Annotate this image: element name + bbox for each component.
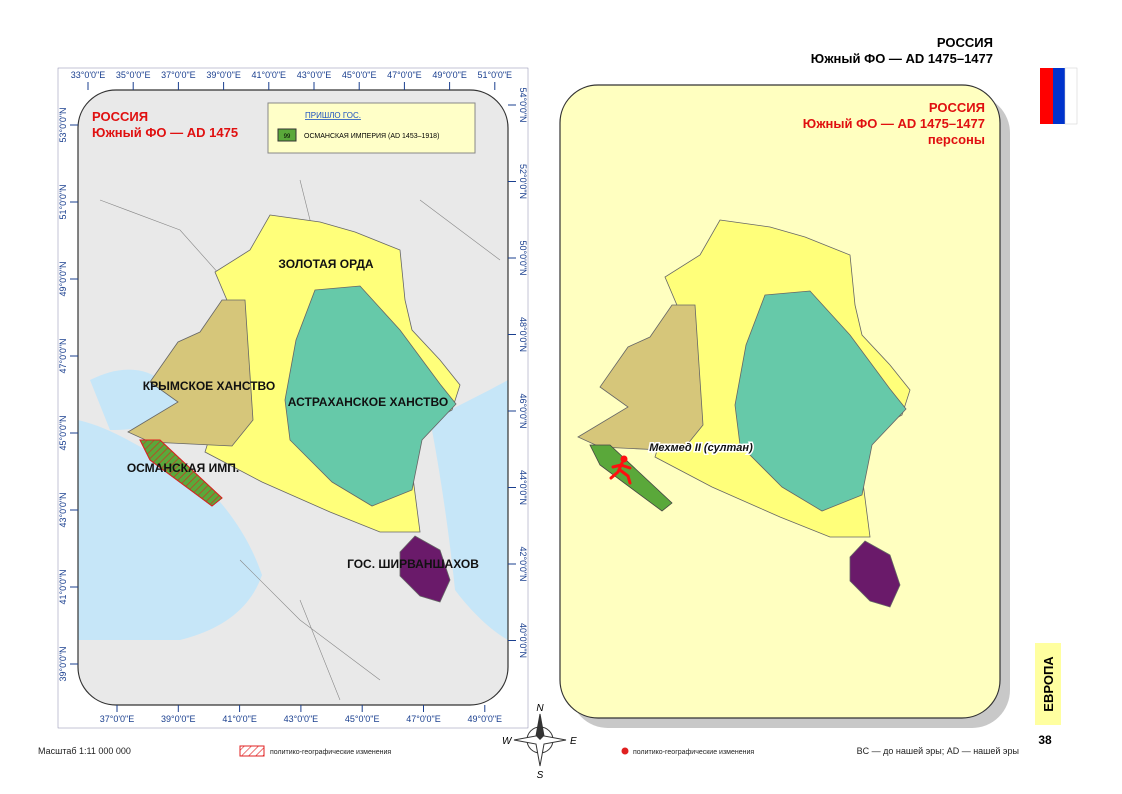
- top-tick-label: 45°0'0"E: [342, 70, 377, 80]
- bottom-tick-label: 47°0'0"E: [406, 714, 441, 724]
- left-tick-label: 53°0'0"N: [58, 107, 68, 142]
- legend-box: [267, 102, 476, 154]
- right-tick-label: 46°0'0"N: [518, 393, 528, 428]
- legend-swatch-label: 99: [284, 134, 291, 140]
- legend-title: ПРИШЛО ГОС.: [305, 111, 361, 120]
- right-map: РОССИЯ Южный ФО — AD 1475–1477 персоны М…: [559, 84, 1010, 728]
- right-tick-label: 50°0'0"N: [518, 240, 528, 275]
- right-map-subtitle: Южный ФО — AD 1475–1477: [803, 116, 985, 131]
- top-tick-label: 33°0'0"E: [71, 70, 106, 80]
- top-tick-label: 51°0'0"E: [478, 70, 513, 80]
- bottom-tick-label: 45°0'0"E: [345, 714, 380, 724]
- left-tick-label: 49°0'0"N: [58, 261, 68, 296]
- era-note: BC — до нашей эры; AD — нашей эры: [857, 746, 1019, 756]
- person-marker[interactable]: [609, 455, 632, 485]
- top-tick-label: 39°0'0"E: [206, 70, 241, 80]
- top-tick-label: 43°0'0"E: [297, 70, 332, 80]
- right-tick-label: 44°0'0"N: [518, 470, 528, 505]
- header-subtitle: Южный ФО — AD 1475–1477: [811, 51, 993, 66]
- coordinate-ticks: 33°0'0"E 35°0'0"E 37°0'0"E 39°0'0"E 41°0'0"E…: [58, 70, 528, 724]
- person-label[interactable]: Мехмед II (султан): [648, 441, 755, 456]
- right-map-subtitle2: персоны: [928, 132, 985, 147]
- top-tick-label: 49°0'0"E: [432, 70, 467, 80]
- side-tab-label: ЕВРОПА: [1041, 656, 1056, 712]
- left-tick-label: 43°0'0"N: [58, 492, 68, 527]
- legend-hatched: политико-географические изменения: [270, 749, 391, 756]
- legend-swatch: [277, 128, 297, 142]
- bottom-tick-label: 41°0'0"E: [222, 714, 257, 724]
- right-map-title: РОССИЯ: [929, 100, 985, 115]
- legend-dot: [621, 747, 629, 755]
- compass-w: W: [502, 736, 513, 747]
- compass-n: N: [536, 703, 544, 714]
- left-tick-label: 45°0'0"N: [58, 415, 68, 450]
- compass-e: E: [570, 736, 577, 747]
- region-label: ОСМАНСКАЯ ИМП.: [127, 461, 239, 475]
- left-map-title: РОССИЯ: [92, 109, 148, 124]
- bottom-tick-label: 49°0'0"E: [468, 714, 503, 724]
- region-label: АСТРАХАНСКОЕ ХАНСТВО: [288, 395, 448, 409]
- right-tick-label: 48°0'0"N: [518, 317, 528, 352]
- right-tick-label: 52°0'0"N: [518, 164, 528, 199]
- bottom-tick-label: 37°0'0"E: [100, 714, 135, 724]
- left-tick-label: 41°0'0"N: [58, 569, 68, 604]
- legend-dot-label: политико-географические изменения: [633, 749, 754, 756]
- region-label: ГОС. ШИРВАНШАХОВ: [347, 557, 479, 571]
- right-tick-label: 40°0'0"N: [518, 623, 528, 658]
- region-label: КРЫМСКОЕ ХАНСТВО: [143, 379, 275, 393]
- right-tick-label: 54°0'0"N: [518, 87, 528, 122]
- page-number: 38: [1038, 733, 1052, 747]
- left-tick-label: 39°0'0"N: [58, 646, 68, 681]
- top-tick-label: 41°0'0"E: [252, 70, 287, 80]
- top-tick-label: 35°0'0"E: [116, 70, 151, 80]
- left-map: РОССИЯ Южный ФО — AD 1475 ПРИШЛО ГОС. 99…: [57, 67, 529, 729]
- region-label: ЗОЛОТАЯ ОРДА: [278, 257, 373, 271]
- compass-s: S: [537, 770, 544, 781]
- bottom-tick-label: 39°0'0"E: [161, 714, 196, 724]
- legend-item: ОСМАНСКАЯ ИМПЕРИЯ (AD 1453–1918): [304, 133, 439, 140]
- scale: Масштаб 1:11 000 000: [38, 746, 131, 756]
- flag: [1040, 67, 1078, 125]
- bottom-tick-label: 43°0'0"E: [284, 714, 319, 724]
- top-tick-label: 37°0'0"E: [161, 70, 196, 80]
- left-tick-label: 47°0'0"N: [58, 338, 68, 373]
- top-tick-label: 47°0'0"E: [387, 70, 422, 80]
- left-map-subtitle: Южный ФО — AD 1475: [92, 125, 238, 140]
- side-tab: [1035, 643, 1061, 725]
- right-tick-label: 42°0'0"N: [518, 546, 528, 581]
- left-tick-label: 51°0'0"N: [58, 184, 68, 219]
- legend-hatched-swatch: [239, 745, 265, 757]
- header-country: РОССИЯ: [937, 35, 993, 50]
- compass: N E S W: [502, 703, 577, 781]
